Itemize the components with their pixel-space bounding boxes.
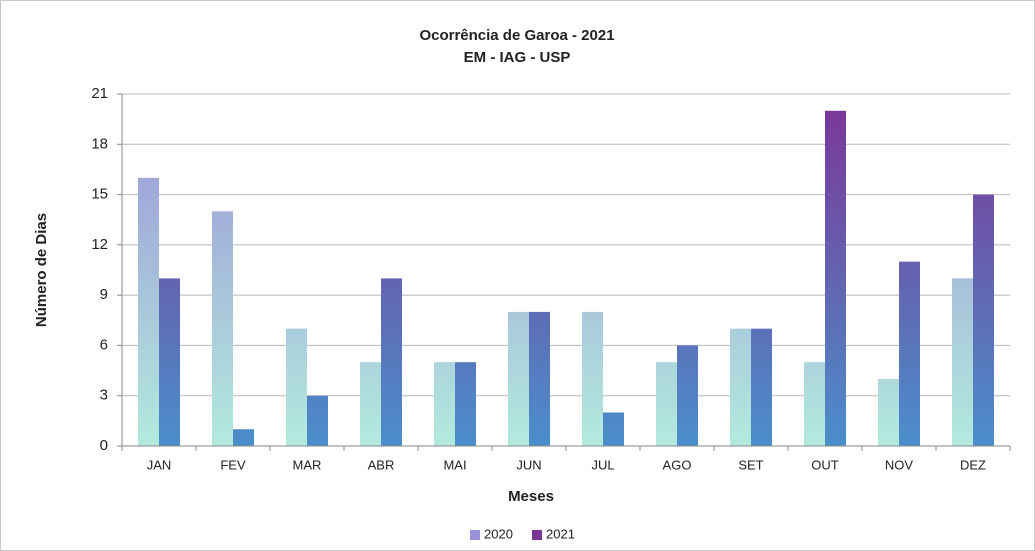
bar — [804, 362, 825, 446]
y-tick-label: 18 — [91, 135, 108, 152]
legend-label: 2021 — [546, 526, 575, 541]
bar — [529, 311, 550, 446]
bar — [751, 328, 772, 446]
x-tick-label: NOV — [885, 457, 914, 472]
y-tick-label: 15 — [91, 186, 108, 203]
bar — [159, 278, 180, 446]
y-tick-label: 3 — [100, 387, 108, 404]
bar — [603, 412, 624, 446]
y-tick-label: 21 — [91, 85, 108, 102]
legend-swatch — [532, 530, 542, 540]
bar — [455, 362, 476, 446]
x-tick-label: MAI — [443, 457, 466, 472]
x-tick-label: FEV — [220, 457, 246, 472]
bar — [307, 395, 328, 446]
x-tick-label: DEZ — [960, 457, 986, 472]
bar — [508, 311, 529, 446]
chart-title: Ocorrência de Garoa - 2021 — [419, 27, 614, 44]
x-axis-title: Meses — [508, 488, 554, 505]
y-tick-label: 6 — [100, 336, 108, 353]
bar — [730, 328, 751, 446]
x-tick-label: AGO — [663, 457, 692, 472]
bar — [138, 177, 159, 447]
bar — [656, 362, 677, 446]
bar — [952, 278, 973, 446]
bar — [233, 429, 254, 446]
bar — [973, 194, 994, 446]
bar — [212, 211, 233, 446]
x-tick-label: JAN — [147, 457, 172, 472]
legend-swatch — [470, 530, 480, 540]
x-tick-label: MAR — [293, 457, 322, 472]
x-tick-label: JUL — [591, 457, 614, 472]
bar — [899, 261, 920, 446]
bar — [381, 278, 402, 446]
bar — [878, 378, 899, 446]
y-axis-title: Número de Dias — [33, 213, 50, 327]
bar — [434, 362, 455, 446]
chart-subtitle: EM - IAG - USP — [464, 49, 571, 66]
x-tick-label: JUN — [516, 457, 541, 472]
x-tick-label: ABR — [368, 457, 395, 472]
y-tick-label: 9 — [100, 286, 108, 303]
x-tick-label: OUT — [811, 457, 839, 472]
bar — [677, 345, 698, 446]
legend-label: 2020 — [484, 526, 513, 541]
x-tick-label: SET — [738, 457, 763, 472]
bar — [286, 328, 307, 446]
bar — [360, 362, 381, 446]
y-tick-label: 0 — [100, 437, 108, 454]
bar — [825, 110, 846, 446]
bar — [582, 311, 603, 446]
y-tick-label: 12 — [91, 236, 108, 253]
